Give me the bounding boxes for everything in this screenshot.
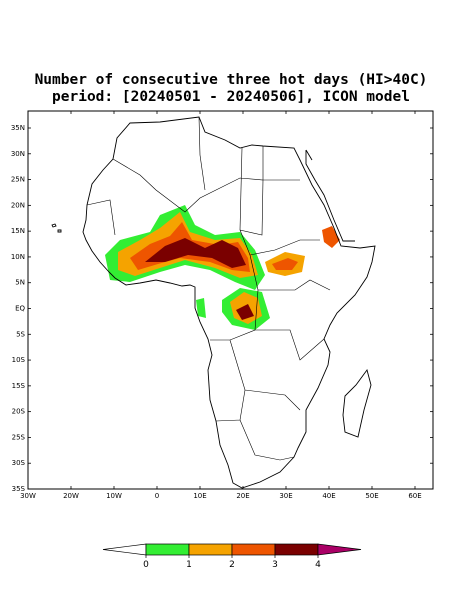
lon-label: 20W [63,492,79,500]
lon-label: 30E [279,492,292,500]
colorbar-label: 4 [315,560,321,570]
colorbar-label: 1 [186,560,192,570]
lon-label: 40E [322,492,335,500]
lon-label: 20E [236,492,249,500]
heat-patches [105,205,340,330]
colorbar: 0 1 2 3 4 [102,543,362,570]
lon-label: 10W [106,492,122,500]
lon-labels: 30W 20W 10W 0 10E 20E 30E 40E 50E 60E [20,111,422,500]
colorbar-label: 2 [229,560,235,570]
lat-label: 10S [12,356,26,364]
title-line: Number of consecutive three hot days (HI… [35,72,428,88]
lon-label: 60E [408,492,421,500]
lat-label: 5S [16,330,25,338]
lon-label: 50E [365,492,378,500]
colorbar-segment [145,543,190,556]
lat-labels: 35N 30N 25N 20N 15N 10N 5N EQ 5S 10S 15S 20S 25S 30S 3… [11,124,433,493]
lat-label: 15N [11,227,25,235]
colorbar-high [317,543,362,556]
lat-label: 30S [12,459,26,467]
country-borders [86,116,331,461]
lat-label: 5N [15,279,25,287]
lat-label: 25N [11,176,25,184]
colorbar-segment [231,543,276,556]
colorbar-label: 0 [143,560,149,570]
lat-label: 20S [12,408,26,416]
lat-label: EQ [15,305,25,313]
colorbar-label: 3 [272,560,278,570]
title-line: period: [20240501 - 20240506], ICON mode… [52,89,410,105]
arabia-coast [305,149,355,242]
map-panel [27,110,434,490]
lat-label: 35S [12,485,26,493]
lat-label: 20N [11,201,25,209]
lat-label: 25S [12,433,26,441]
lon-label: 0 [155,492,159,500]
lat-label: 35N [11,124,25,132]
lat-label: 15S [12,382,26,390]
lon-label: 30W [20,492,36,500]
madagascar [342,368,372,438]
lat-label: 10N [11,253,25,261]
coastline [82,116,376,489]
colorbar-low [102,543,147,556]
colorbar-segment [274,543,319,556]
lon-label: 10E [193,492,206,500]
cape-verde [51,223,62,233]
colorbar-segment [188,543,233,556]
lat-label: 30N [11,150,25,158]
